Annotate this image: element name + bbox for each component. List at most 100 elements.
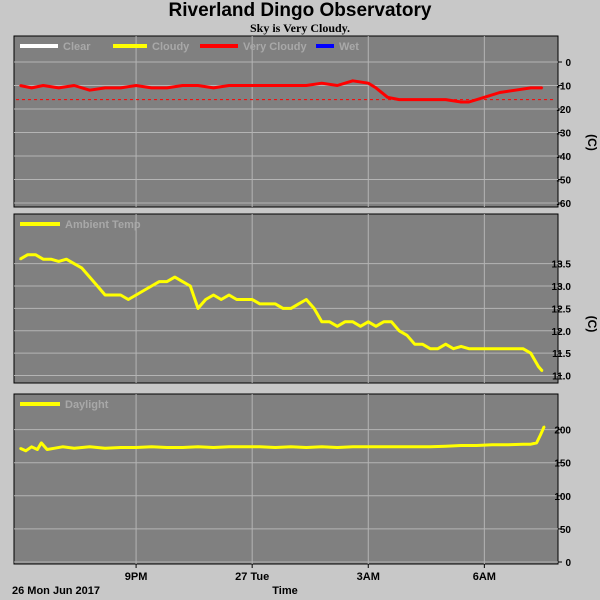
data-point [104,87,106,89]
data-point [34,253,37,256]
data-point [50,258,52,260]
data-point [522,443,524,445]
data-point [228,294,230,296]
data-point [529,352,532,354]
data-point [460,345,462,348]
legend-label: Cloudy [152,41,190,53]
data-point [150,285,153,287]
data-point [537,365,540,368]
data-point [398,446,401,448]
data-point [73,262,75,265]
data-point [243,298,246,301]
y-tick-label: 50 [560,525,572,536]
data-point [321,82,323,84]
data-point [158,280,161,283]
data-point [382,321,385,323]
data-point [539,434,542,436]
data-point [274,446,277,449]
data-point [468,101,470,103]
legend-label: Wet [339,41,359,53]
data-point [88,446,91,448]
data-point [135,446,137,449]
data-point [181,280,184,283]
data-point [483,347,486,350]
data-point [336,84,339,87]
data-point [305,446,308,449]
data-point [54,447,56,449]
data-point [499,347,501,350]
x-date-label: 26 Mon Jun 2017 [12,585,100,597]
x-tick-label: 6AM [473,571,496,583]
y-tick-label: -40 [557,152,572,163]
data-point [321,446,323,448]
data-point [336,446,339,449]
y-axis-label: (C) [585,134,599,151]
data-point [88,276,91,278]
panel-sky-temp: 0 -10 -20 -30 -40 -50 -60 (C) Clear Cloudy Very Cl… [13,35,599,210]
data-point [81,267,83,269]
data-point [351,80,354,82]
plot-area [13,213,559,384]
data-point [514,89,517,91]
data-point [212,87,215,89]
data-point [543,425,546,428]
data-point [274,84,277,87]
data-point [468,347,470,350]
data-point [375,325,377,328]
data-point [212,294,215,296]
y-tick-label: 100 [554,492,571,503]
data-point [73,447,75,449]
data-point [150,87,153,89]
data-point [96,285,99,287]
data-point [483,96,486,99]
legend-label: Very Cloudy [243,41,307,53]
data-point [143,289,145,292]
data-point [127,298,130,301]
data-point [529,443,532,445]
plot-area [13,393,559,565]
data-point [119,87,122,89]
data-point [243,446,246,448]
data-point [367,82,370,84]
y-tick-label: 12.5 [552,304,572,315]
data-point [189,285,192,287]
data-point [541,370,544,372]
data-point [429,98,431,101]
data-point [42,84,45,87]
data-point [290,84,292,87]
y-tick-label: 150 [554,459,571,470]
data-point [259,84,261,87]
data-point [290,446,292,448]
legend-label: Clear [63,41,91,53]
data-point [57,260,60,263]
data-point [313,307,315,310]
data-point [398,98,401,101]
data-point [491,444,493,446]
y-tick-label: 200 [554,426,571,437]
data-point [460,444,462,447]
data-point [506,347,509,350]
data-point [104,294,106,296]
y-tick-label: 13.0 [552,282,572,293]
x-axis-title: Time [272,585,297,597]
data-point [181,446,184,449]
data-point [274,303,277,305]
y-tick-label: -20 [557,105,572,116]
data-point [375,87,377,89]
data-point [166,87,168,89]
page-title: Riverland Dingo Observatory [168,0,432,21]
data-point [475,347,478,350]
data-point [460,101,462,103]
y-tick-label: 11.0 [552,372,571,383]
data-point [197,84,199,87]
data-point [88,89,91,91]
data-point [529,87,532,89]
data-point [535,442,538,444]
data-point [197,446,199,448]
x-tick-label: 27 Tue [235,571,269,583]
data-point [336,325,339,328]
data-point [413,98,416,101]
data-point [235,298,238,301]
y-axis-label: (C) [585,316,599,333]
y-tick-label: -30 [557,129,572,140]
